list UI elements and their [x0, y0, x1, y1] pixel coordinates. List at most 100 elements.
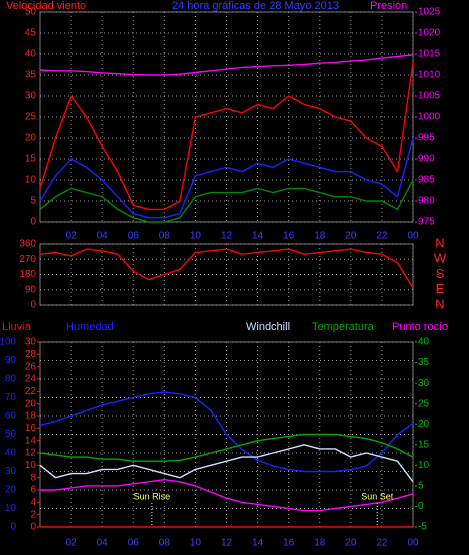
series-line	[39, 137, 414, 219]
y2-tick-label: 25	[418, 398, 430, 409]
y3-tick-label: 0	[30, 522, 36, 533]
annotation: Sun Set	[361, 491, 394, 501]
y3-tick-label: 14	[25, 435, 37, 446]
y2-tick-label: 15	[418, 439, 430, 450]
y3-tick-label: 10	[25, 460, 37, 471]
x-tick-label: 08	[159, 538, 171, 549]
chart-title: 24 hora gráficas de 28 Mayo 2013	[172, 0, 339, 12]
y-tick-label: 25	[25, 112, 37, 123]
x-tick-label: 22	[376, 231, 388, 242]
y3-tick-label: 30	[25, 337, 37, 348]
y2-tick-label: 980	[418, 196, 435, 207]
y-tick-label: 270	[19, 254, 36, 265]
y2-tick-label: 20	[418, 419, 430, 430]
x-tick-label: 20	[345, 231, 357, 242]
y2-tick-label: E	[436, 281, 445, 296]
y-tick-label: 45	[25, 28, 37, 39]
y-tick-label: 0	[30, 217, 36, 228]
y2-tick-label: S	[436, 266, 445, 281]
series-line	[40, 479, 414, 512]
y-tick-label: 50	[25, 7, 37, 18]
y-tick-label: 35	[25, 70, 37, 81]
x-tick-label: 12	[221, 538, 233, 549]
y2-tick-label: N	[435, 235, 444, 250]
y3-tick-label: 8	[30, 472, 36, 483]
y-tick-label: 180	[19, 269, 36, 280]
x-tick-label: 04	[97, 538, 109, 549]
y-tick-label: 0	[30, 300, 36, 311]
y2-tick-label: 5	[418, 481, 424, 492]
y2-tick-label: W	[434, 251, 447, 266]
series-line	[39, 391, 414, 473]
y3-tick-label: 18	[25, 411, 37, 422]
y2-tick-label: 35	[418, 357, 430, 368]
left-label: Velocidad viento	[6, 0, 86, 12]
x-tick-label: 10	[190, 231, 202, 242]
y2-tick-label: 40	[418, 337, 430, 348]
y2-tick-label: 1010	[418, 70, 441, 81]
plot-frame	[39, 243, 414, 306]
y3-tick-label: 22	[25, 386, 37, 397]
x-tick-label: 06	[128, 538, 140, 549]
y2-tick-label: 30	[418, 378, 430, 389]
x-tick-label: 20	[345, 538, 357, 549]
y2-tick-label: 1005	[418, 91, 441, 102]
y2-tick-label: 0	[418, 501, 424, 512]
x-tick-label: 14	[252, 538, 264, 549]
y-tick-label: 10	[25, 175, 37, 186]
y2-tick-label: 995	[418, 133, 435, 144]
y-tick-label: 5	[30, 196, 36, 207]
series-line	[39, 62, 414, 211]
x-tick-label: 18	[314, 538, 326, 549]
y-tick-label: 70	[5, 392, 17, 403]
x-tick-label: 14	[252, 231, 264, 242]
series-line	[39, 54, 414, 76]
y-tick-label: 90	[5, 355, 17, 366]
series-line	[39, 444, 414, 483]
y2-tick-label: 985	[418, 175, 435, 186]
legend-entry: Temperatura	[312, 321, 375, 333]
y2-tick-label: -5	[418, 522, 427, 533]
y2-tick-label: 975	[418, 217, 435, 228]
series-line	[39, 179, 414, 223]
y-tick-label: 15	[25, 154, 37, 165]
x-tick-label: 04	[97, 231, 109, 242]
y-tick-label: 20	[5, 485, 17, 496]
x-tick-label: 10	[190, 538, 202, 549]
x-tick-label: 02	[66, 538, 78, 549]
y-tick-label: 80	[5, 374, 17, 385]
x-tick-label: 00	[407, 538, 419, 549]
right-label: Presión	[370, 0, 407, 12]
y-tick-label: 60	[5, 411, 17, 422]
x-tick-label: 16	[283, 231, 295, 242]
y3-tick-label: 6	[30, 485, 36, 496]
y-tick-label: 10	[5, 503, 17, 514]
x-tick-label: 02	[66, 231, 78, 242]
y2-tick-label: N	[435, 296, 444, 311]
y3-tick-label: 2	[30, 509, 36, 520]
y2-tick-label: 990	[418, 154, 435, 165]
legend-entry: Windchill	[246, 321, 290, 333]
annotation: Sun Rise	[134, 491, 171, 501]
y-tick-label: 40	[5, 448, 17, 459]
x-tick-label: 22	[376, 538, 388, 549]
series-line	[39, 248, 414, 289]
y-tick-label: 50	[5, 429, 17, 440]
x-tick-label: 16	[283, 538, 295, 549]
y-tick-label: 30	[25, 91, 37, 102]
y-tick-label: 100	[0, 337, 16, 348]
y3-tick-label: 26	[25, 361, 37, 372]
y2-tick-label: 10	[418, 460, 430, 471]
y-tick-label: 40	[25, 49, 37, 60]
x-tick-label: 00	[407, 231, 419, 242]
x-tick-label: 12	[221, 231, 233, 242]
y2-tick-label: 1020	[418, 28, 441, 39]
y3-tick-label: 20	[25, 398, 37, 409]
y2-tick-label: 1025	[418, 7, 441, 18]
legend-entry: Punto rocío	[392, 321, 448, 333]
series-line	[39, 433, 414, 462]
y3-tick-label: 24	[25, 374, 37, 385]
y2-tick-label: 1015	[418, 49, 441, 60]
y3-tick-label: 28	[25, 349, 37, 360]
